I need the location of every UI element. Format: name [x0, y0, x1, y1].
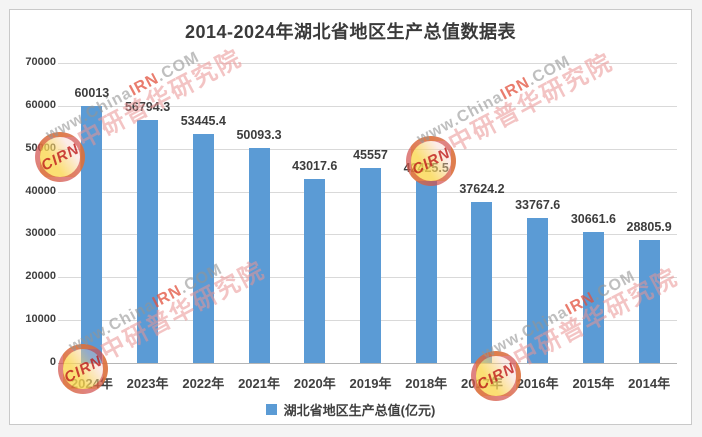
- legend-label: 湖北省地区生产总值(亿元): [283, 403, 436, 418]
- bar-value-label: 37624.2: [459, 182, 505, 196]
- x-axis-tick-label: 2022年: [182, 376, 225, 391]
- bar-value-label: 33767.6: [515, 198, 561, 212]
- bar: [81, 106, 103, 363]
- x-axis-tick-label: 2021年: [238, 376, 280, 391]
- chart-panel: 2014-2024年湖北省地区生产总值数据表 0 10000 20000 30000 4…: [9, 9, 692, 425]
- y-axis-tick-label: 20000: [25, 270, 56, 283]
- x-axis-tick-label: 2014年: [628, 376, 671, 391]
- y-axis-tick-label: 70000: [25, 56, 56, 68]
- bar: [137, 120, 159, 363]
- bar: [471, 202, 493, 363]
- x-axis-tick-label: 2023年: [126, 376, 169, 391]
- chart-title: 2014-2024年湖北省地区生产总值数据表: [184, 22, 517, 42]
- legend: 湖北省地区生产总值(亿元): [10, 400, 691, 419]
- gridline: [58, 105, 677, 107]
- x-axis-tick-label: 2020年: [293, 376, 336, 391]
- gridline: [58, 148, 677, 150]
- bar-value-label: 50093.3: [236, 128, 282, 142]
- bar-value-label: 28805.9: [626, 220, 672, 234]
- bar: [192, 134, 214, 363]
- x-axis-tick-label: 2019年: [349, 376, 392, 391]
- bar: [582, 232, 604, 363]
- y-axis-tick-label: 0: [49, 356, 56, 368]
- bar-value-label: 56794.3: [124, 100, 171, 114]
- bar: [360, 168, 381, 363]
- bar-value-label: 45557: [353, 148, 388, 162]
- x-axis-tick-label: 2016年: [516, 376, 559, 391]
- bar-value-label: 43017.6: [292, 159, 338, 173]
- bar: [415, 181, 437, 363]
- bar: [527, 218, 549, 363]
- bar: [304, 179, 326, 363]
- x-axis-tick-label: 2018年: [405, 376, 448, 391]
- y-axis-tick-label: 40000: [25, 184, 56, 197]
- bar-value-label: 53445.4: [180, 114, 226, 128]
- bar: [638, 240, 660, 363]
- bar-value-label: 42425.5: [403, 161, 449, 175]
- plot-area: 0 10000 20000 30000 40000 50000 60000 70000 6001…: [25, 56, 677, 391]
- x-axis-tick-label: 2015年: [572, 376, 615, 391]
- legend-swatch: [265, 404, 277, 415]
- y-axis-tick-label: 60000: [25, 98, 56, 111]
- y-axis-tick-label: 50000: [25, 141, 56, 154]
- y-axis-tick-label: 30000: [25, 227, 56, 240]
- y-axis-tick-label: 10000: [25, 313, 56, 326]
- bar-value-label: 60013: [74, 86, 110, 100]
- gridline: [58, 363, 677, 364]
- bar: [248, 148, 270, 363]
- gridline: [58, 63, 677, 64]
- bar-value-label: 30661.6: [570, 212, 616, 226]
